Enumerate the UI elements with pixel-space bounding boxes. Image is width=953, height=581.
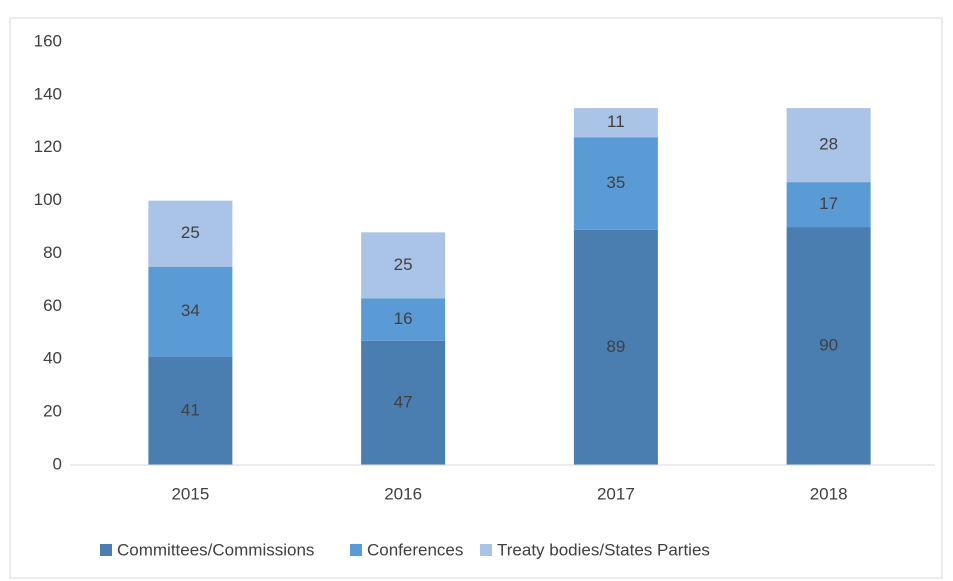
y-tick-label: 160: [34, 31, 62, 50]
y-tick-label: 140: [34, 84, 62, 103]
bar-segment: [786, 227, 871, 465]
bar-segment: [573, 108, 658, 138]
data-label: 16: [394, 309, 413, 328]
y-tick-label: 20: [43, 402, 62, 421]
data-label: 11: [607, 112, 625, 131]
bar-segment: [573, 229, 658, 465]
x-tick-label: 2017: [597, 484, 635, 503]
legend-label: Committees/Commissions: [117, 540, 314, 559]
y-tick-label: 0: [53, 454, 62, 473]
x-tick-label: 2018: [810, 484, 848, 503]
data-label: 28: [819, 135, 838, 154]
x-tick-label: 2016: [384, 484, 422, 503]
data-label: 35: [606, 173, 625, 192]
bar-segment: [148, 356, 233, 465]
bar-segment: [148, 200, 233, 267]
data-label: 90: [819, 336, 838, 355]
legend-swatch: [100, 544, 112, 556]
bar-segment: [361, 232, 446, 299]
y-tick-label: 100: [34, 190, 62, 209]
data-label: 25: [394, 255, 413, 274]
bar-segment: [786, 182, 871, 228]
data-label: 17: [819, 194, 838, 213]
x-tick-label: 2015: [171, 484, 209, 503]
legend-label: Treaty bodies/States Parties: [497, 540, 710, 559]
y-tick-label: 120: [34, 137, 62, 156]
legend-swatch: [480, 544, 492, 556]
legend-swatch: [350, 544, 362, 556]
bar-segment: [148, 266, 233, 357]
y-tick-label: 40: [43, 349, 62, 368]
y-tick-label: 60: [43, 296, 62, 315]
data-label: 34: [181, 301, 200, 320]
bar-segment: [361, 340, 446, 465]
y-tick-label: 80: [43, 243, 62, 262]
data-label: 47: [394, 392, 413, 411]
data-label: 41: [181, 400, 200, 419]
legend-label: Conferences: [367, 540, 463, 559]
bar-segment: [786, 108, 871, 183]
data-label: 89: [606, 337, 625, 356]
data-label: 25: [181, 223, 200, 242]
bar-segment: [573, 137, 658, 230]
bar-segment: [361, 298, 446, 341]
